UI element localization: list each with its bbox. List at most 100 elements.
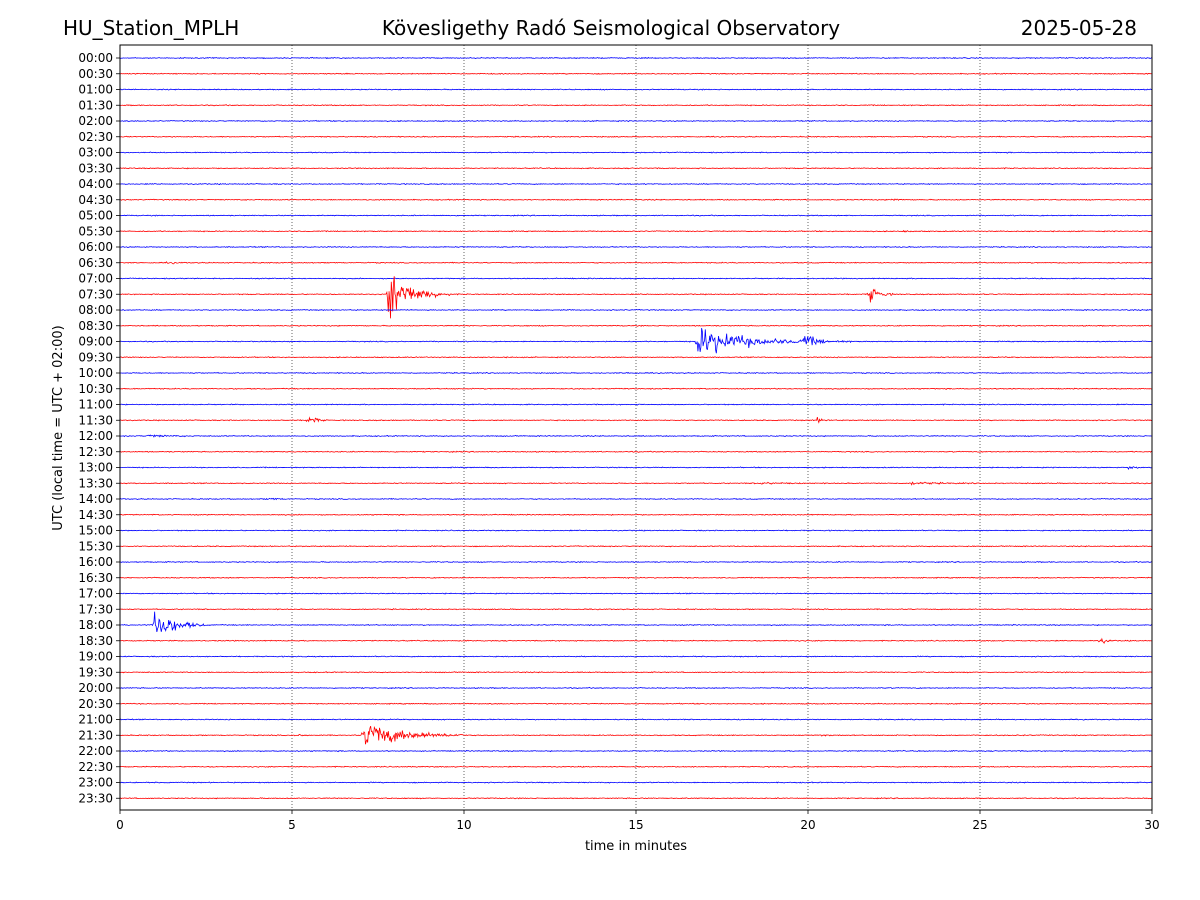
y-tick-label: 00:00 [78,51,113,65]
y-tick-label: 17:00 [78,587,113,601]
y-tick-label: 16:30 [78,571,113,585]
y-tick-label: 03:30 [78,161,113,175]
y-tick-label: 14:00 [78,492,113,506]
y-tick-label: 12:30 [78,445,113,459]
y-tick-label: 21:00 [78,713,113,727]
y-tick-label: 07:00 [78,272,113,286]
trace-0830 [119,324,1153,327]
trace-0800 [119,308,1153,312]
y-tick-label: 08:00 [78,303,113,317]
y-tick-label: 15:00 [78,524,113,538]
y-tick-label: 23:30 [78,791,113,805]
y-tick-label: 20:00 [78,681,113,695]
y-tick-label: 06:00 [78,240,113,254]
y-tick-label: 20:30 [78,697,113,711]
y-axis-label: UTC (local time = UTC + 02:00) [51,325,66,530]
y-tick-label: 09:00 [78,335,113,349]
trace-1730 [119,608,1153,611]
x-tick-label: 10 [456,818,471,832]
trace-1300 [119,466,1153,471]
trace-1900 [119,655,1153,658]
y-tick-label: 00:30 [78,67,113,81]
trace-0300 [119,151,1153,154]
x-tick-label: 5 [288,818,296,832]
y-tick-label: 17:30 [78,602,113,616]
y-tick-label: 04:30 [78,193,113,207]
y-tick-label: 02:30 [78,130,113,144]
trace-0200 [119,119,1153,123]
trace-0600 [119,245,1153,249]
y-tick-label: 06:30 [78,256,113,270]
x-axis-ticks: 0 5 10 15 20 25 30 [116,810,1160,832]
y-tick-label: 18:30 [78,634,113,648]
station-title: HU_Station_MPLH [63,16,239,40]
trace-2100 [119,718,1153,721]
y-tick-label: 23:00 [78,776,113,790]
y-tick-label: 01:30 [78,98,113,112]
y-tick-label: 14:30 [78,508,113,522]
trace-2300 [119,781,1153,784]
observatory-title: Kövesligethy Radó Seismological Observat… [382,16,840,40]
trace-0330 [119,167,1153,170]
trace-0130 [119,104,1153,107]
trace-2230 [119,765,1153,768]
y-tick-label: 04:00 [78,177,113,191]
y-tick-label: 10:00 [78,366,113,380]
y-tick-label: 11:00 [78,398,113,412]
trace-0430 [119,198,1153,202]
y-tick-label: 07:30 [78,287,113,301]
trace-1430 [119,513,1153,516]
trace-2330 [119,797,1153,800]
y-tick-label: 18:00 [78,618,113,632]
trace-1000 [119,371,1153,375]
trace-1400 [119,497,1153,501]
date-title: 2025-05-28 [1021,16,1137,40]
trace-1330 [119,481,1153,486]
y-tick-label: 05:30 [78,224,113,238]
trace-0030 [119,72,1153,75]
trace-1700 [119,592,1153,595]
trace-1600 [119,560,1153,564]
y-tick-label: 09:30 [78,350,113,364]
trace-0630 [119,261,1153,265]
trace-2130 [119,725,1153,745]
trace-1930 [119,671,1153,674]
seismic-traces [119,56,1153,800]
x-axis-label: time in minutes [585,839,687,854]
trace-0530 [119,229,1153,233]
y-tick-label: 13:00 [78,461,113,475]
trace-0900 [119,328,1153,354]
y-tick-label: 08:30 [78,319,113,333]
trace-2000 [119,686,1153,690]
trace-0000 [119,56,1153,60]
y-tick-label: 01:00 [78,83,113,97]
y-tick-label: 12:00 [78,429,113,443]
trace-0930 [119,356,1153,359]
y-tick-label: 13:30 [78,476,113,490]
x-tick-label: 0 [116,818,124,832]
trace-1130 [119,416,1153,424]
y-tick-label: 22:30 [78,760,113,774]
grid-lines [291,45,981,810]
y-tick-label: 10:30 [78,382,113,396]
trace-1100 [119,403,1153,406]
y-tick-label: 15:30 [78,539,113,553]
trace-0100 [119,88,1153,91]
trace-0700 [119,277,1153,280]
y-tick-label: 03:00 [78,146,113,160]
y-tick-label: 19:30 [78,665,113,679]
trace-1830 [119,637,1153,644]
trace-1530 [119,545,1153,548]
trace-2200 [119,749,1153,753]
y-tick-label: 16:00 [78,555,113,569]
x-tick-label: 15 [628,818,643,832]
y-tick-label: 19:00 [78,650,113,664]
y-tick-label: 05:00 [78,209,113,223]
y-tick-label: 11:30 [78,413,113,427]
trace-2030 [119,702,1153,705]
trace-1230 [119,450,1153,453]
x-tick-label: 20 [800,818,815,832]
